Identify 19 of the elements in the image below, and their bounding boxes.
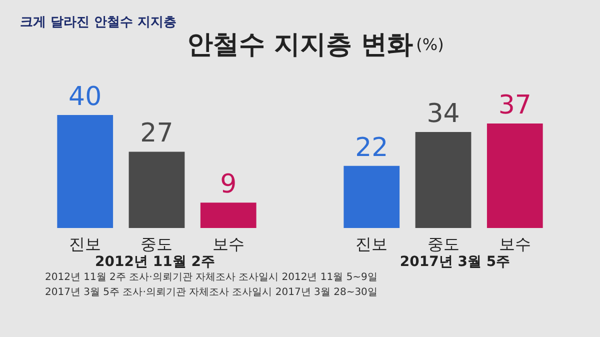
- x-tick-label: 진보: [69, 234, 102, 254]
- y-axis-title: (%): [416, 35, 444, 54]
- text: 2017년 3월 5주 조사·의뢰기관 자체조사 조사일시 2017년 3월 28~30일: [45, 287, 378, 298]
- x-tick-label: 보수: [212, 234, 244, 254]
- text: 2017년 3월 5주: [400, 254, 510, 270]
- x-tick-label: 중도: [140, 234, 173, 254]
- text: 2012년 11월 2주 조사·의뢰기관 자체조사 조사일시 2012년 11월 5~9일: [45, 272, 378, 283]
- x-tick-label: 보수: [498, 234, 531, 254]
- x-tick-label: 중도: [427, 234, 460, 254]
- x-tick-label: 진보: [356, 234, 388, 254]
- data-label: 37: [498, 90, 532, 120]
- data-label: 9: [220, 170, 237, 200]
- data-label: 22: [355, 132, 388, 163]
- chart-title: 안철수 지지층 변화: [186, 30, 414, 60]
- data-label: 40: [68, 82, 102, 112]
- data-label: 27: [140, 118, 174, 149]
- text: 크게 달라진 안철수 지지층: [20, 15, 177, 30]
- data-label: 34: [426, 98, 460, 129]
- text: 2012년 11월 2주: [95, 254, 215, 270]
